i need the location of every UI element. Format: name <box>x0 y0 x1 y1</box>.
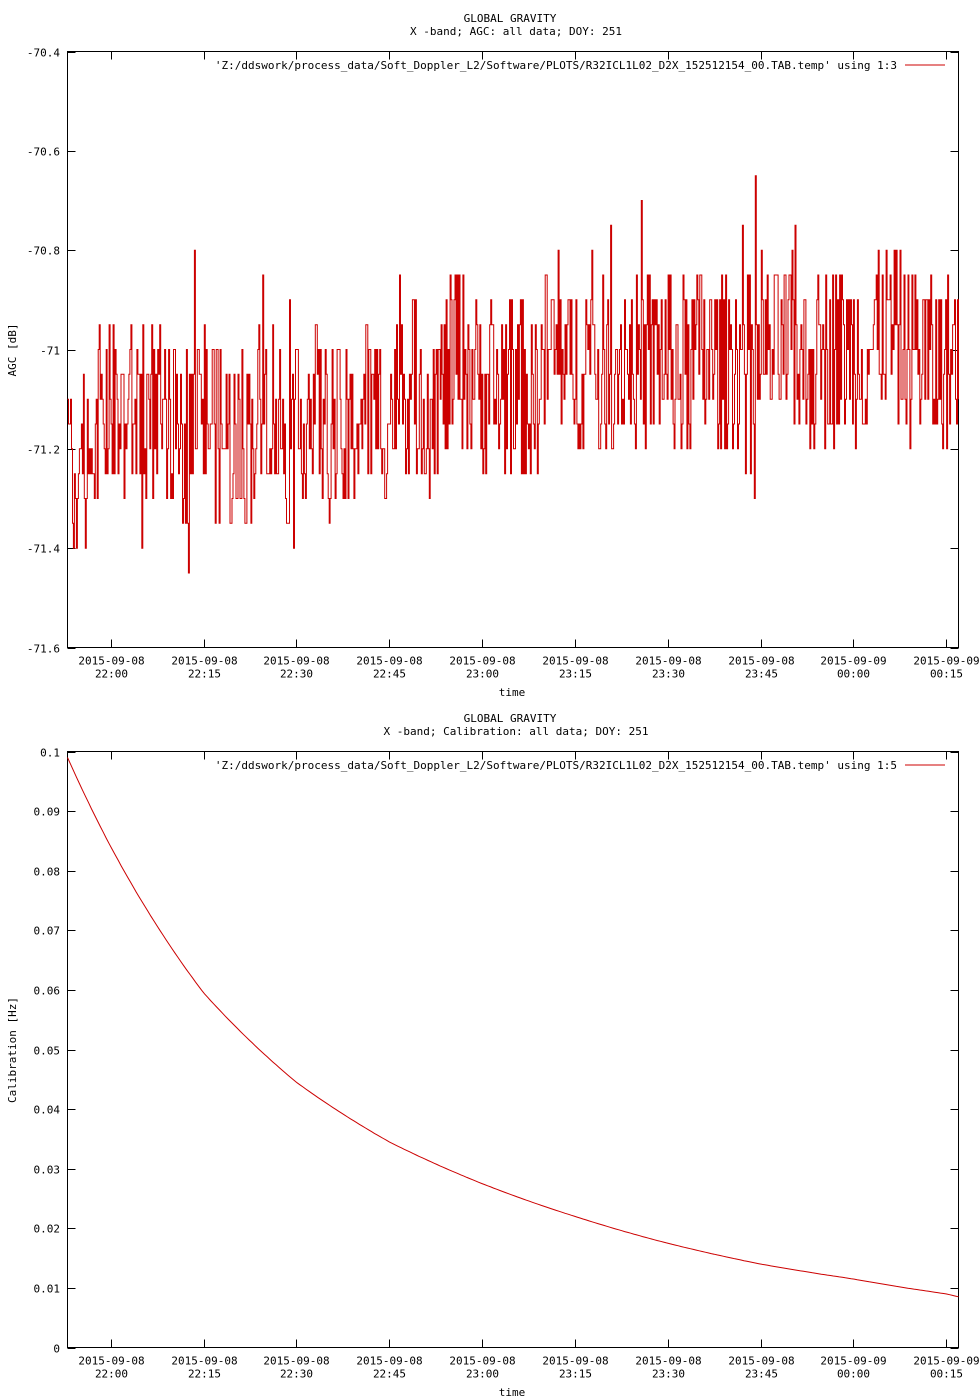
y-ticks: 0.1 0.09 0.08 0.07 0.06 0.05 0.04 0.03 0.02 0.01 0 <box>34 747 959 1356</box>
x-tick-time: 23:00 <box>466 1368 499 1381</box>
x-tick-time: 22:00 <box>95 668 128 681</box>
x-tick-date: 2015-09-08 <box>356 1355 422 1368</box>
x-tick-time: 23:00 <box>466 668 499 681</box>
data-series <box>67 757 959 1298</box>
x-axis-label: time <box>499 1386 526 1399</box>
plot-frame <box>67 751 959 1348</box>
y-tick-label: 0.04 <box>34 1104 61 1117</box>
x-tick-date: 2015-09-08 <box>171 655 237 668</box>
y-tick-label: -71.2 <box>27 444 60 457</box>
x-axis-label: time <box>499 686 526 699</box>
x-tick-date: 2015-09-08 <box>449 1355 515 1368</box>
x-tick-date: 2015-09-08 <box>728 1355 794 1368</box>
x-tick-date: 2015-09-08 <box>263 1355 329 1368</box>
x-ticks: 2015-09-0822:002015-09-0822:152015-09-08… <box>78 751 980 1381</box>
y-tick-label: -70.4 <box>27 47 60 60</box>
y-tick-label: -70.8 <box>27 245 60 258</box>
x-tick-time: 23:30 <box>652 668 685 681</box>
x-tick-date: 2015-09-08 <box>728 655 794 668</box>
x-tick-time: 22:00 <box>95 1368 128 1381</box>
x-tick-time: 22:30 <box>280 1368 313 1381</box>
x-tick-time: 23:30 <box>652 1368 685 1381</box>
x-tick-time: 22:30 <box>280 668 313 681</box>
y-tick-label: 0.05 <box>34 1045 61 1058</box>
y-tick-label: 0.06 <box>34 985 61 998</box>
y-tick-label: -71 <box>40 345 60 358</box>
x-tick-date: 2015-09-09 <box>913 655 979 668</box>
x-tick-date: 2015-09-08 <box>542 655 608 668</box>
y-tick-label: 0.07 <box>34 925 61 938</box>
x-tick-date: 2015-09-08 <box>356 655 422 668</box>
x-tick-time: 22:45 <box>373 1368 406 1381</box>
legend-label: 'Z:/ddswork/process_data/Soft_Doppler_L2… <box>215 759 897 772</box>
chart-title: GLOBAL GRAVITY <box>464 12 557 25</box>
calibration-chart: GLOBAL GRAVITY X -band; Calibration: all… <box>6 712 980 1399</box>
x-tick-date: 2015-09-08 <box>635 1355 701 1368</box>
x-tick-time: 00:15 <box>930 668 963 681</box>
y-tick-label: -70.6 <box>27 146 60 159</box>
x-tick-date: 2015-09-08 <box>78 1355 144 1368</box>
x-tick-date: 2015-09-08 <box>78 655 144 668</box>
y-tick-label: 0.08 <box>34 866 61 879</box>
x-tick-time: 00:00 <box>837 1368 870 1381</box>
y-tick-label: 0.1 <box>40 747 60 760</box>
legend-label: 'Z:/ddswork/process_data/Soft_Doppler_L2… <box>215 59 897 72</box>
x-tick-time: 22:45 <box>373 668 406 681</box>
y-tick-label: -71.4 <box>27 543 60 556</box>
x-tick-date: 2015-09-09 <box>820 1355 886 1368</box>
x-tick-time: 22:15 <box>188 1368 221 1381</box>
series-line <box>67 757 959 1298</box>
x-tick-time: 23:45 <box>745 1368 778 1381</box>
x-tick-date: 2015-09-08 <box>171 1355 237 1368</box>
x-tick-date: 2015-09-08 <box>635 655 701 668</box>
series-line <box>67 175 959 574</box>
data-series <box>67 175 959 574</box>
x-tick-date: 2015-09-08 <box>449 655 515 668</box>
legend: 'Z:/ddswork/process_data/Soft_Doppler_L2… <box>215 59 945 72</box>
chart-subtitle: X -band; Calibration: all data; DOY: 251 <box>384 725 649 738</box>
x-tick-time: 00:00 <box>837 668 870 681</box>
x-tick-time: 23:15 <box>559 1368 592 1381</box>
x-tick-date: 2015-09-09 <box>913 1355 979 1368</box>
legend: 'Z:/ddswork/process_data/Soft_Doppler_L2… <box>215 759 945 772</box>
y-tick-label: 0.09 <box>34 806 61 819</box>
y-tick-label: 0.02 <box>34 1223 61 1236</box>
x-tick-date: 2015-09-09 <box>820 655 886 668</box>
agc-chart: GLOBAL GRAVITY X -band; AGC: all data; D… <box>6 12 980 699</box>
y-ticks: -70.4 -70.6 -70.8 -71 -71.2 -71.4 -71.6 <box>27 47 959 656</box>
chart-title: GLOBAL GRAVITY <box>464 712 557 725</box>
y-tick-label: 0.03 <box>34 1164 61 1177</box>
x-tick-time: 22:15 <box>188 668 221 681</box>
x-tick-time: 00:15 <box>930 1368 963 1381</box>
y-tick-label: -71.6 <box>27 643 60 656</box>
y-axis-label: AGC [dB] <box>6 324 19 377</box>
x-tick-time: 23:45 <box>745 668 778 681</box>
x-ticks: 2015-09-0822:002015-09-0822:152015-09-08… <box>78 51 980 681</box>
chart-subtitle: X -band; AGC: all data; DOY: 251 <box>410 25 622 38</box>
y-tick-label: 0 <box>53 1343 60 1356</box>
y-tick-label: 0.01 <box>34 1283 61 1296</box>
x-tick-date: 2015-09-08 <box>263 655 329 668</box>
x-tick-date: 2015-09-08 <box>542 1355 608 1368</box>
y-axis-label: Calibration [Hz] <box>6 997 19 1103</box>
x-tick-time: 23:15 <box>559 668 592 681</box>
